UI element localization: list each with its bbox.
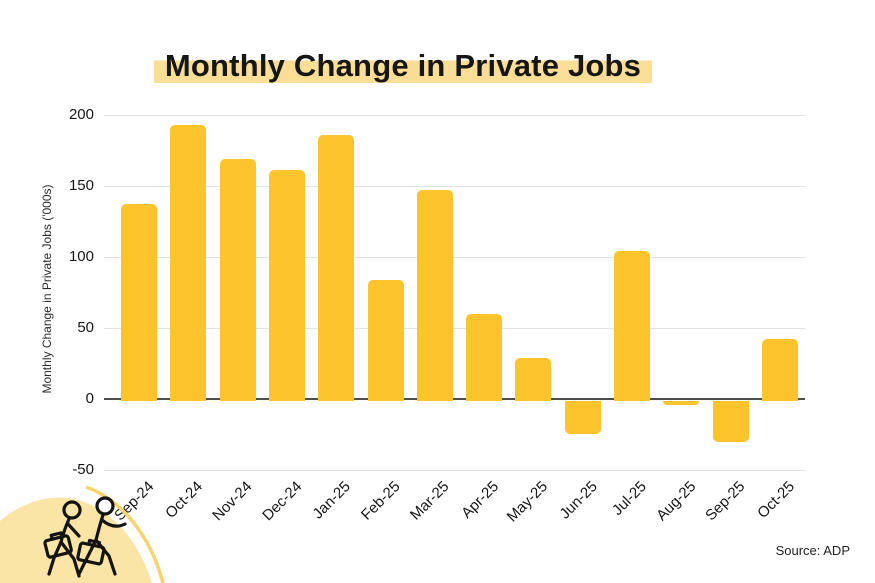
person-torso-icon <box>94 513 105 542</box>
bar-Nov-24 <box>219 159 256 401</box>
person-leg-icon <box>59 540 81 578</box>
bar-Feb-25 <box>367 279 404 401</box>
y-tick-label: 50 <box>77 319 94 336</box>
x-tick-label: Nov-24 <box>209 478 256 525</box>
x-tick-label: Jan-25 <box>309 478 355 523</box>
corner-decoration <box>0 485 165 583</box>
x-tick-label: Apr-25 <box>458 478 503 522</box>
source-credit: Source: ADP <box>775 543 850 558</box>
bar-May-25 <box>515 357 552 401</box>
gridline <box>104 256 805 258</box>
x-tick-label: Oct-25 <box>754 478 798 522</box>
y-axis-title: Monthly Change in Private Jobs ('000s) <box>40 184 54 394</box>
briefcase-icon <box>43 531 73 559</box>
x-tick-label: Mar-25 <box>407 478 453 524</box>
zero-axis-line <box>104 398 805 400</box>
gridline <box>104 469 805 471</box>
bar-Jul-25 <box>614 251 650 401</box>
corner-blob-shape <box>0 497 152 583</box>
bar-Jun-25 <box>564 401 601 434</box>
person-head-icon <box>62 500 82 520</box>
plot-area: 200 150 100 50 0 -50 Sep-24 Oct-24 Nov-24 Dec-24… <box>69 106 805 525</box>
walking-people-briefcase-icon <box>43 496 127 578</box>
bar-Aug-25 <box>663 401 700 406</box>
gridline <box>104 185 805 187</box>
bar-Mar-25 <box>416 190 453 401</box>
chart-title: Monthly Change in Private Jobs <box>153 47 653 85</box>
y-tick-label: 0 <box>85 390 94 407</box>
bar-Sep-25 <box>712 401 749 443</box>
bar-Dec-24 <box>268 170 305 401</box>
person-arm-icon <box>66 522 81 538</box>
gridline <box>104 114 805 116</box>
person-torso-icon <box>59 517 71 544</box>
bar-Oct-25 <box>761 339 798 401</box>
x-tick-label: Jun-25 <box>556 478 601 523</box>
x-tick-label: Sep-25 <box>702 478 749 525</box>
chart-title-text: Monthly Change in Private Jobs <box>153 48 653 83</box>
x-tick-label: May-25 <box>504 478 552 526</box>
bar-Sep-24 <box>121 204 157 401</box>
person-leg-icon <box>47 540 63 576</box>
bar-Oct-24 <box>170 124 207 401</box>
y-tick-label: 150 <box>68 177 94 194</box>
y-tick-label: 200 <box>68 106 94 123</box>
bar-Jan-25 <box>318 134 355 401</box>
y-tick-label: 100 <box>68 248 94 265</box>
person-head-icon <box>95 496 115 516</box>
x-tick-label: Dec-24 <box>258 478 305 525</box>
briefcase-icon <box>76 538 106 566</box>
x-tick-label: Feb-25 <box>357 478 404 524</box>
corner-arc-line <box>85 485 165 583</box>
person-arm-icon <box>100 518 127 528</box>
bar-Apr-25 <box>466 313 503 401</box>
gridline <box>104 327 805 329</box>
x-tick-label: Jul-25 <box>609 478 651 519</box>
y-tick-label: -50 <box>72 461 94 478</box>
x-tick-label: Aug-25 <box>653 478 700 525</box>
